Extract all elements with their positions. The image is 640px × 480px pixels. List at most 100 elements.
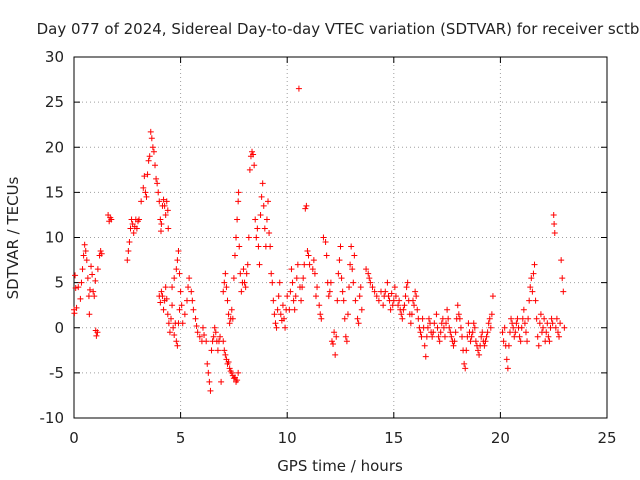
data-point xyxy=(476,351,483,358)
data-point xyxy=(436,338,443,345)
data-point xyxy=(559,275,566,282)
data-point xyxy=(92,277,99,284)
data-point xyxy=(520,306,527,313)
data-point xyxy=(514,315,521,322)
data-point xyxy=(218,378,225,385)
data-point xyxy=(290,297,297,304)
data-point xyxy=(300,275,307,282)
data-point xyxy=(508,315,515,322)
data-point xyxy=(80,252,87,259)
data-point xyxy=(212,329,219,336)
data-point xyxy=(250,151,257,158)
data-point xyxy=(163,198,170,205)
data-point xyxy=(77,295,84,302)
data-point xyxy=(463,347,470,354)
data-point xyxy=(344,311,351,318)
data-point xyxy=(257,211,264,218)
data-point xyxy=(246,166,253,173)
data-point xyxy=(366,275,373,282)
data-point xyxy=(144,171,151,178)
data-point xyxy=(343,338,350,345)
data-point xyxy=(82,248,89,255)
data-point xyxy=(433,311,440,318)
data-point xyxy=(124,257,131,264)
data-point xyxy=(334,297,341,304)
data-point xyxy=(85,293,92,300)
x-tick-label: 5 xyxy=(176,429,186,447)
data-point xyxy=(327,279,334,286)
data-point xyxy=(486,315,493,322)
y-tick-labels: -10 -5 0 5 10 15 20 25 30 xyxy=(40,48,65,427)
data-point xyxy=(541,315,548,322)
data-point xyxy=(281,315,288,322)
data-point xyxy=(470,320,477,327)
data-point xyxy=(547,324,554,331)
data-point xyxy=(210,333,217,340)
data-point xyxy=(93,332,100,339)
data-point xyxy=(354,315,361,322)
data-point xyxy=(529,288,536,295)
data-point xyxy=(196,333,203,340)
data-point xyxy=(152,162,159,169)
data-point xyxy=(157,228,164,235)
data-point xyxy=(274,306,281,313)
data-point xyxy=(90,288,97,295)
data-point xyxy=(165,320,172,327)
data-point xyxy=(108,216,115,223)
data-point xyxy=(417,329,424,336)
data-point xyxy=(522,329,529,336)
data-point xyxy=(326,288,333,295)
data-point xyxy=(521,320,528,327)
data-point xyxy=(222,351,229,358)
data-point xyxy=(91,293,98,300)
data-point xyxy=(341,315,348,322)
data-point xyxy=(146,153,153,160)
data-point xyxy=(161,202,168,209)
data-point xyxy=(143,193,150,200)
data-point xyxy=(328,338,335,345)
data-point xyxy=(261,225,268,232)
chart-title: Day 077 of 2024, Sidereal Day-to-day VTE… xyxy=(37,20,640,38)
data-point xyxy=(293,275,300,282)
data-point xyxy=(518,324,525,331)
data-point xyxy=(418,333,425,340)
data-point xyxy=(220,338,227,345)
data-point xyxy=(316,302,323,309)
data-point xyxy=(291,306,298,313)
data-point xyxy=(311,270,318,277)
data-point xyxy=(268,270,275,277)
data-point xyxy=(243,270,250,277)
data-point xyxy=(338,275,345,282)
data-point xyxy=(173,338,180,345)
data-point xyxy=(481,342,488,349)
data-point xyxy=(228,306,235,313)
data-point xyxy=(208,347,215,354)
data-point xyxy=(138,198,145,205)
data-point xyxy=(204,360,211,367)
data-point xyxy=(183,297,190,304)
data-point xyxy=(462,365,469,372)
data-point xyxy=(156,198,163,205)
data-point xyxy=(166,329,173,336)
data-point xyxy=(147,128,154,135)
data-point xyxy=(489,293,496,300)
data-point xyxy=(325,293,332,300)
data-point xyxy=(467,338,474,345)
data-point xyxy=(157,216,164,223)
data-point xyxy=(530,270,537,277)
data-point xyxy=(487,324,494,331)
data-point xyxy=(544,320,551,327)
data-point xyxy=(154,180,161,187)
data-point xyxy=(553,315,560,322)
data-point xyxy=(537,311,544,318)
data-point xyxy=(158,288,165,295)
data-point xyxy=(302,205,309,212)
data-point xyxy=(190,306,197,313)
data-point xyxy=(395,302,402,309)
data-point xyxy=(301,261,308,268)
data-point xyxy=(355,320,362,327)
data-point xyxy=(367,279,374,286)
data-point xyxy=(556,333,563,340)
data-point xyxy=(320,234,327,241)
data-point xyxy=(169,284,176,291)
